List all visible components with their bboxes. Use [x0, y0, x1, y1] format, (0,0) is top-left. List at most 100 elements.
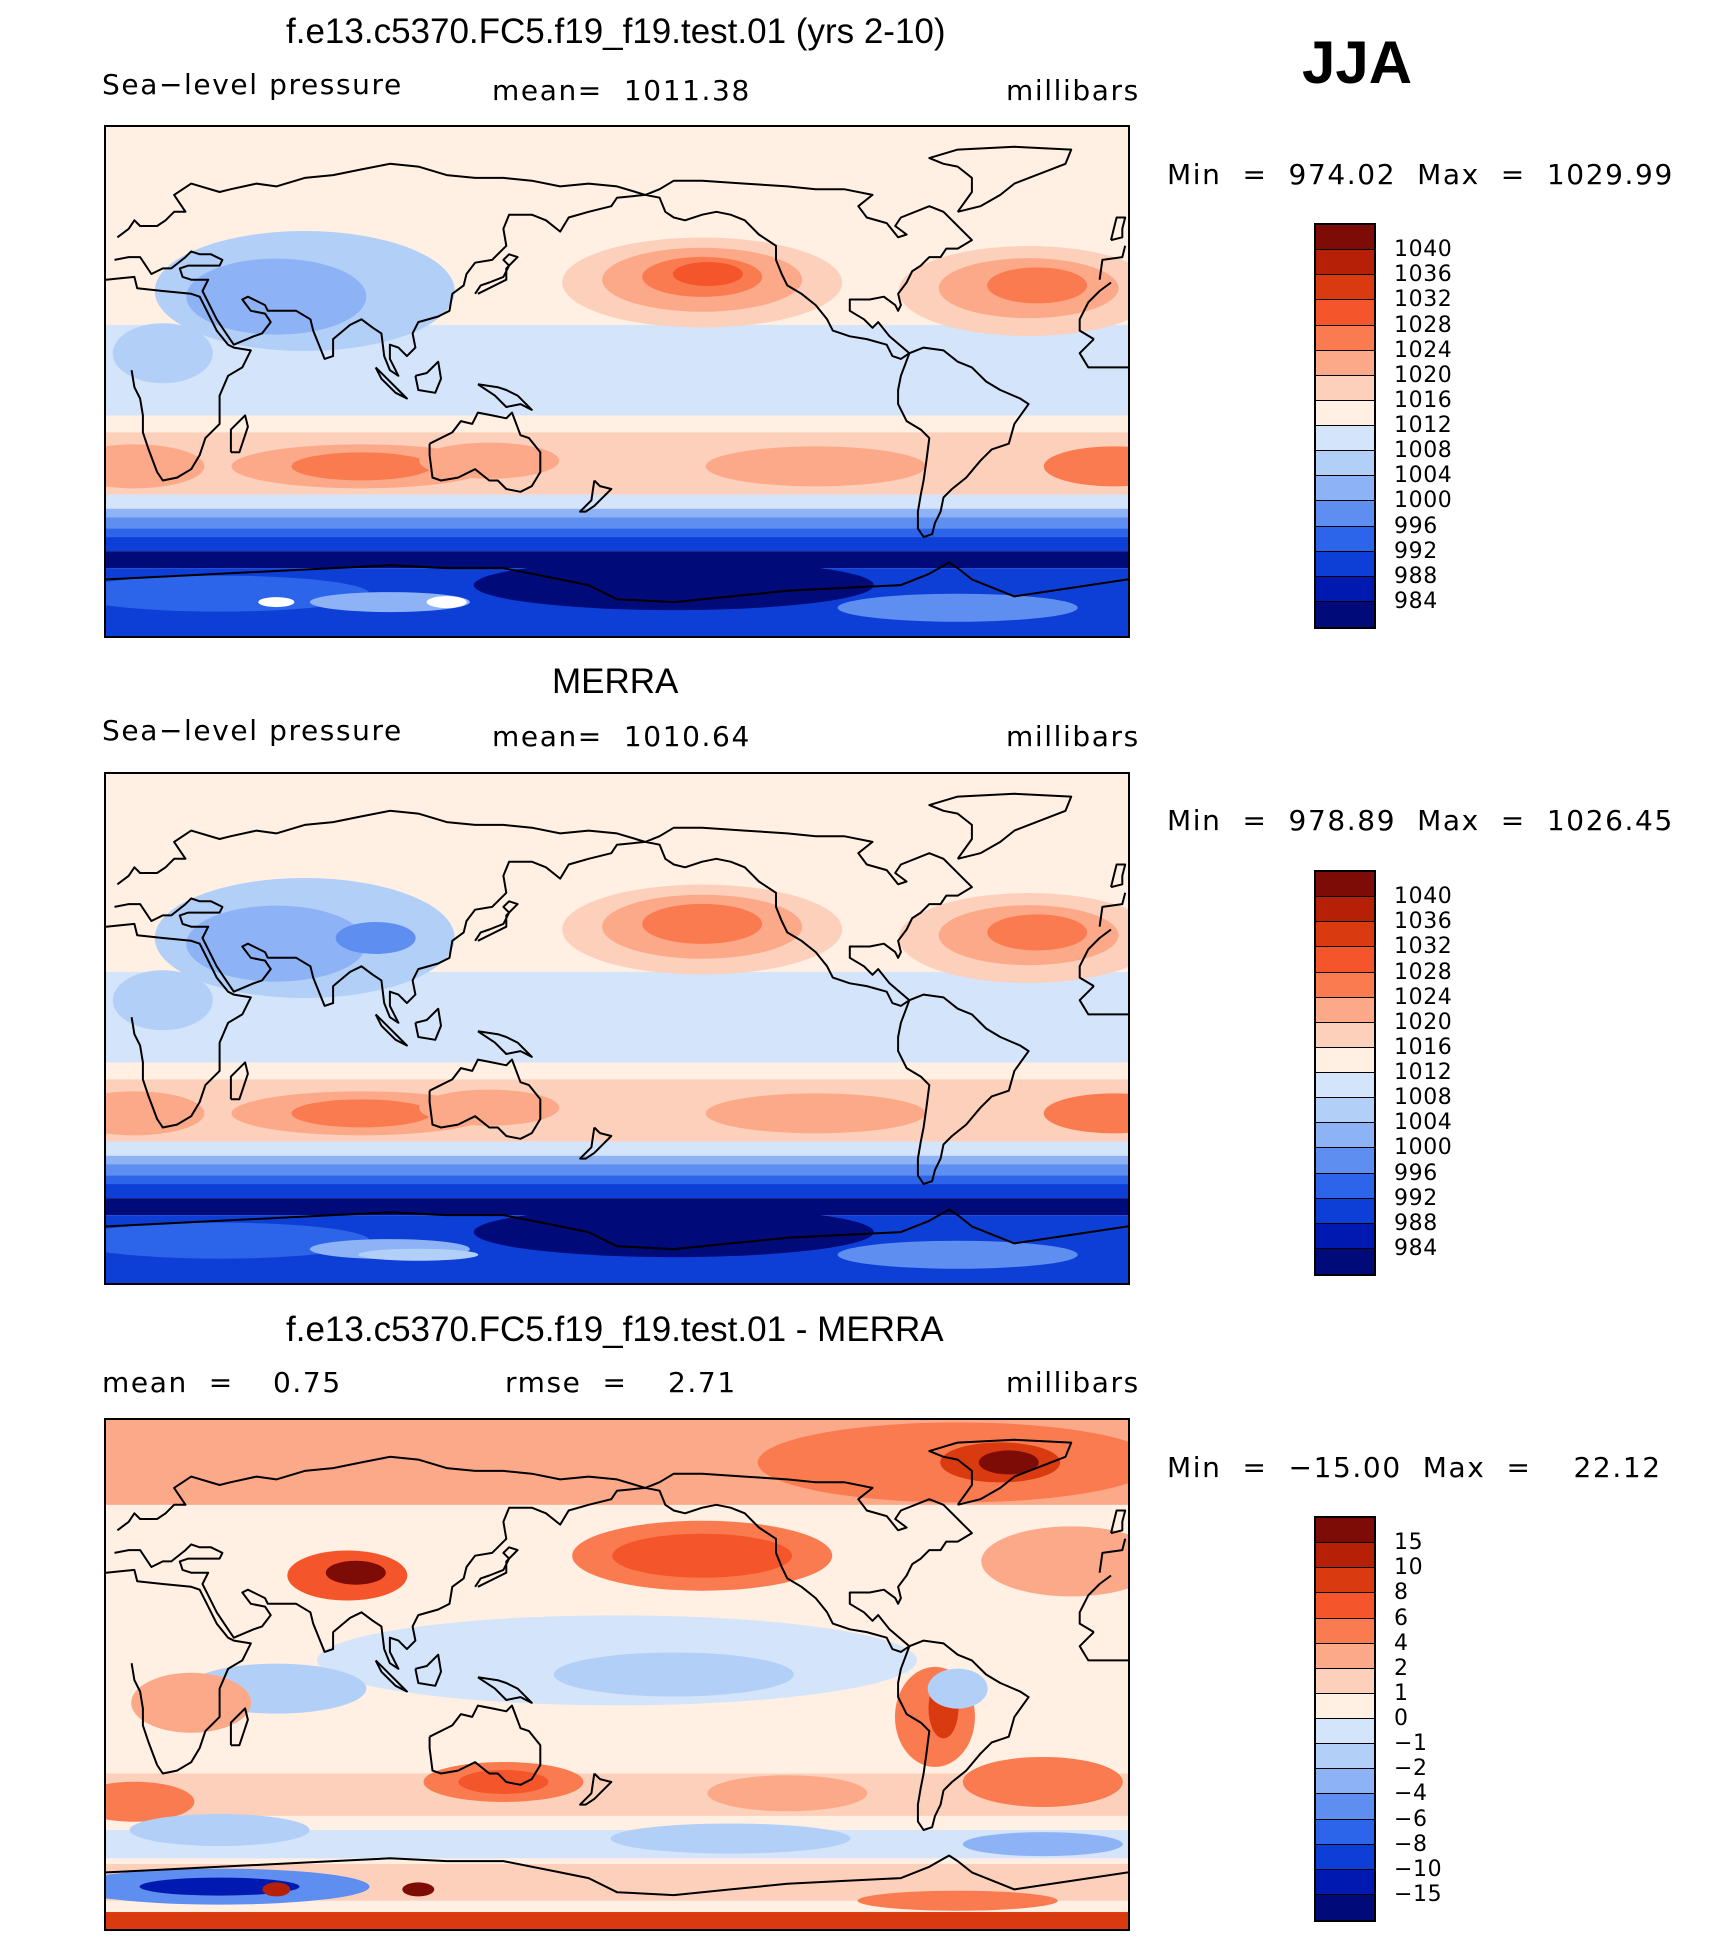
colorbar-tick-label: 988	[1394, 1210, 1438, 1236]
colorbar-tick-label: 15	[1394, 1530, 1424, 1556]
colorbar-tick-label: 984	[1394, 1235, 1438, 1261]
colorbar-swatch	[1316, 1123, 1374, 1149]
colorbar-tick-label: 1012	[1394, 1060, 1453, 1085]
colorbar-tick-label: −6	[1394, 1806, 1428, 1832]
colorbar-swatch	[1316, 1719, 1374, 1745]
colorbar-tick-label: 1028	[1394, 312, 1453, 338]
panel2-units-label: millibars	[1006, 720, 1140, 753]
colorbar-swatch	[1316, 1643, 1374, 1669]
colorbar-tick-label: 1032	[1394, 934, 1453, 960]
colorbar-tick-label: 1008	[1394, 438, 1453, 464]
panel3-title: f.e13.c5370.FC5.f19_f19.test.01 - MERRA	[286, 1310, 944, 1349]
colorbar-swatch	[1316, 972, 1374, 998]
colorbar-tick-label: 1036	[1394, 909, 1453, 935]
colorbar-swatch	[1316, 426, 1374, 452]
panel3-colorbar	[1314, 1516, 1376, 1922]
colorbar-tick-label: −2	[1394, 1756, 1428, 1782]
colorbar-swatch	[1316, 1744, 1374, 1770]
colorbar-tick-label: −10	[1394, 1856, 1443, 1882]
colorbar-tick-label: 1020	[1394, 362, 1453, 388]
colorbar-swatch	[1316, 1073, 1374, 1099]
panel2-title: MERRA	[552, 662, 679, 701]
panel2-mean-label: mean= 1010.64	[492, 720, 751, 753]
colorbar-tick-label: −1	[1394, 1731, 1428, 1757]
panel1-variable-label: Sea−level pressure	[102, 68, 403, 101]
colorbar-swatch	[1316, 1668, 1374, 1694]
colorbar-swatch	[1316, 1593, 1374, 1619]
panel3-units-label: millibars	[1006, 1366, 1140, 1399]
colorbar-tick-label: 2	[1394, 1655, 1409, 1681]
colorbar-swatch	[1316, 350, 1374, 376]
colorbar-tick-label: −4	[1394, 1781, 1428, 1807]
colorbar-swatch	[1316, 1869, 1374, 1895]
panel2-map	[104, 772, 1130, 1285]
colorbar-swatch	[1316, 476, 1374, 502]
colorbar-tick-label: 4	[1394, 1630, 1409, 1656]
panel3-rmse-label: rmse =	[505, 1366, 628, 1399]
colorbar-swatch	[1316, 1618, 1374, 1644]
colorbar-tick-label: −8	[1394, 1831, 1428, 1857]
panel1-mean-label: mean= 1011.38	[492, 74, 751, 107]
colorbar-swatch	[1316, 1047, 1374, 1073]
colorbar-swatch	[1316, 922, 1374, 948]
panel1-colorbar	[1314, 223, 1376, 629]
colorbar-tick-label: 8	[1394, 1580, 1409, 1606]
panel3-minmax: Min = −15.00 Max = 22.12	[1167, 1451, 1662, 1484]
panel1-units-label: millibars	[1006, 74, 1140, 107]
colorbar-swatch	[1316, 1543, 1374, 1569]
season-label: JJA	[1302, 29, 1413, 96]
colorbar-swatch	[1316, 947, 1374, 973]
colorbar-swatch	[1316, 526, 1374, 552]
colorbar-swatch	[1316, 897, 1374, 923]
colorbar-tick-label: 1036	[1394, 262, 1453, 288]
panel3-mean-label: mean =	[102, 1366, 234, 1399]
colorbar-swatch	[1316, 1794, 1374, 1820]
colorbar-swatch	[1316, 225, 1374, 251]
colorbar-swatch	[1316, 1819, 1374, 1845]
colorbar-swatch	[1316, 1248, 1374, 1274]
panel1-map	[104, 125, 1130, 638]
colorbar-swatch	[1316, 601, 1374, 627]
colorbar-swatch	[1316, 997, 1374, 1023]
panel2-colorbar	[1314, 870, 1376, 1276]
colorbar-tick-label: 1028	[1394, 959, 1453, 985]
colorbar-swatch	[1316, 1693, 1374, 1719]
colorbar-tick-label: 1024	[1394, 337, 1453, 363]
colorbar-tick-label: 1032	[1394, 287, 1453, 313]
colorbar-swatch	[1316, 1769, 1374, 1795]
colorbar-swatch	[1316, 1518, 1374, 1544]
colorbar-tick-label: 10	[1394, 1555, 1424, 1581]
panel1-minmax: Min = 974.02 Max = 1029.99	[1167, 158, 1674, 191]
colorbar-swatch	[1316, 1022, 1374, 1048]
colorbar-tick-label: 996	[1394, 513, 1438, 539]
colorbar-tick-label: 0	[1394, 1706, 1409, 1731]
colorbar-tick-label: 1016	[1394, 387, 1453, 413]
colorbar-tick-label: 996	[1394, 1160, 1438, 1186]
colorbar-tick-label: 1040	[1394, 237, 1453, 263]
colorbar-swatch	[1316, 1173, 1374, 1199]
colorbar-swatch	[1316, 1894, 1374, 1920]
colorbar-swatch	[1316, 275, 1374, 301]
panel2-variable-label: Sea−level pressure	[102, 714, 403, 747]
colorbar-swatch	[1316, 1198, 1374, 1224]
colorbar-tick-label: 1020	[1394, 1009, 1453, 1035]
colorbar-tick-label: 1012	[1394, 413, 1453, 438]
colorbar-tick-label: 1008	[1394, 1085, 1453, 1111]
panel1-title: f.e13.c5370.FC5.f19_f19.test.01 (yrs 2-1…	[286, 12, 946, 51]
colorbar-tick-label: 1040	[1394, 884, 1453, 910]
panel3-map	[104, 1418, 1130, 1931]
colorbar-tick-label: 988	[1394, 563, 1438, 589]
colorbar-tick-label: 1004	[1394, 1110, 1453, 1136]
colorbar-swatch	[1316, 1148, 1374, 1174]
colorbar-tick-label: 6	[1394, 1605, 1409, 1631]
panel3-mean-value: 0.75	[273, 1366, 342, 1399]
colorbar-tick-label: −15	[1394, 1881, 1443, 1907]
colorbar-tick-label: 1	[1394, 1680, 1409, 1706]
colorbar-tick-label: 984	[1394, 588, 1438, 614]
panel3-rmse-value: 2.71	[668, 1366, 737, 1399]
colorbar-swatch	[1316, 1223, 1374, 1249]
colorbar-swatch	[1316, 325, 1374, 351]
colorbar-swatch	[1316, 1098, 1374, 1124]
colorbar-swatch	[1316, 501, 1374, 527]
panel2-minmax: Min = 978.89 Max = 1026.45	[1167, 804, 1674, 837]
